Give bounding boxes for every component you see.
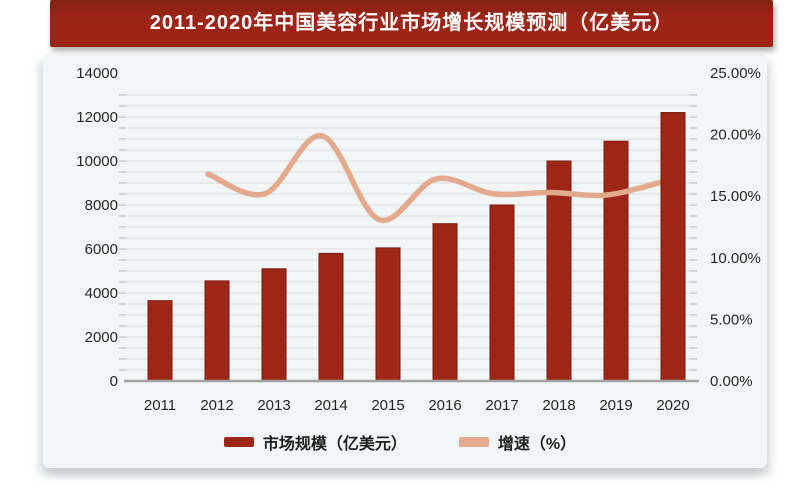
legend-label-growth: 增速（%） <box>497 436 577 453</box>
growth-swatch-icon <box>458 437 489 447</box>
legend-label-market-size: 市场规模（亿美元） <box>262 436 407 453</box>
legend: 市场规模（亿美元） 增速（%） <box>0 430 800 454</box>
legend-item-growth: 增速（%） <box>458 430 577 454</box>
title-banner: 2011-2020年中国美容行业市场增长规模预测（亿美元） <box>50 0 773 47</box>
chart-title: 2011-2020年中国美容行业市场增长规模预测（亿美元） <box>149 12 674 34</box>
legend-item-market-size: 市场规模（亿美元） <box>223 430 407 454</box>
market-size-swatch-icon <box>223 437 254 447</box>
chart-card <box>43 54 767 468</box>
